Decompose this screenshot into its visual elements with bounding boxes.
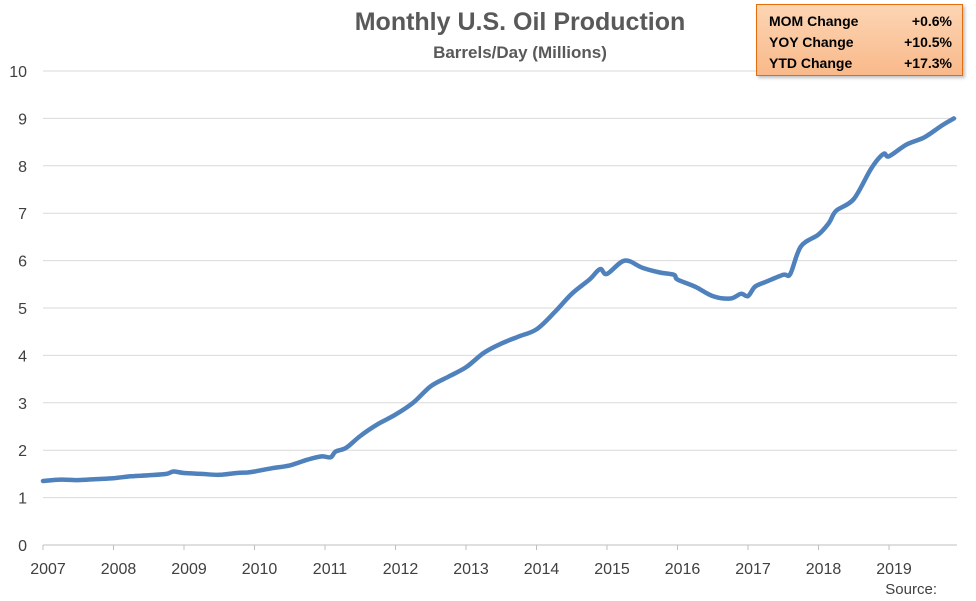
x-tick-label: 2008 <box>101 561 137 578</box>
y-tick-label: 1 <box>18 491 27 508</box>
x-tick-label: 2010 <box>242 561 278 578</box>
x-tick-label: 2015 <box>594 561 630 578</box>
gridlines <box>43 70 957 499</box>
x-tick-label: 2009 <box>171 561 207 578</box>
y-axis-ticks: 0 1 2 3 4 5 6 7 8 9 10 <box>9 64 27 555</box>
source-label: Source: <box>885 581 937 598</box>
stat-value: +0.6% <box>911 13 952 29</box>
y-tick-label: 7 <box>18 206 27 223</box>
y-tick-label: 0 <box>18 538 27 555</box>
chart-subtitle: Barrels/Day (Millions) <box>433 43 607 62</box>
y-tick-label: 9 <box>18 111 27 128</box>
stat-row-yoy: YOY Change +10.5% <box>769 32 952 53</box>
chart-title: Monthly U.S. Oil Production <box>355 8 686 36</box>
y-tick-label: 4 <box>18 348 27 365</box>
x-tick-label: 2018 <box>806 561 842 578</box>
y-tick-label: 10 <box>9 64 27 81</box>
stat-row-mom: MOM Change +0.6% <box>769 11 952 32</box>
stat-value: +10.5% <box>904 34 952 50</box>
x-tick-label: 2011 <box>313 561 348 578</box>
x-tick-label: 2014 <box>524 561 560 578</box>
y-tick-label: 6 <box>18 254 27 271</box>
change-stats-box: MOM Change +0.6% YOY Change +10.5% YTD C… <box>756 4 963 76</box>
y-tick-label: 5 <box>18 301 27 318</box>
y-tick-label: 8 <box>18 159 27 176</box>
x-tick-label: 2017 <box>735 561 771 578</box>
stat-label: MOM Change <box>769 13 859 29</box>
x-tick-label: 2019 <box>876 561 912 578</box>
stat-label: YTD Change <box>769 55 853 71</box>
stat-label: YOY Change <box>769 34 854 50</box>
x-tick-label: 2007 <box>30 561 66 578</box>
x-tick-label: 2016 <box>665 561 701 578</box>
stat-value: +17.3% <box>904 55 952 71</box>
x-tick-label: 2013 <box>453 561 489 578</box>
stat-row-ytd: YTD Change +17.3% <box>769 53 952 74</box>
oil-production-line <box>40 116 957 484</box>
x-tick-label: 2012 <box>383 561 419 578</box>
y-tick-label: 2 <box>18 443 27 460</box>
x-axis-ticks: 2007 2008 2009 2010 2011 2012 2013 2014 2015 2016… <box>30 545 912 578</box>
y-tick-label: 3 <box>18 396 27 413</box>
